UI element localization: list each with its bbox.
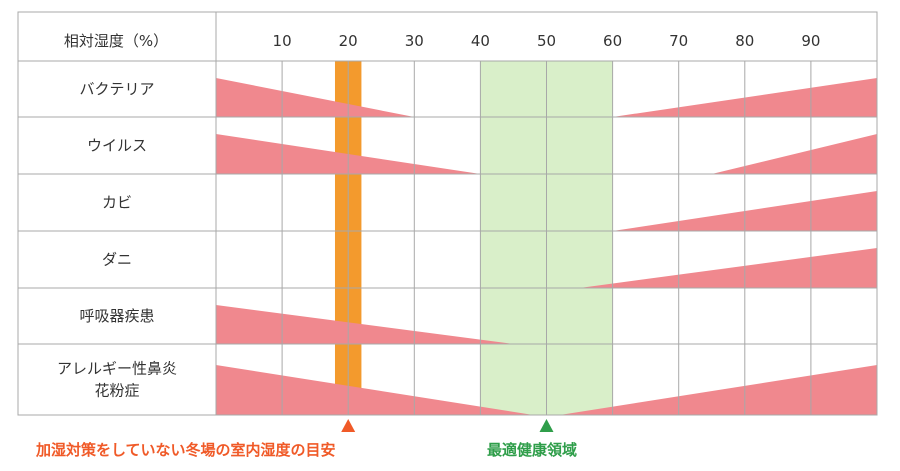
highlight-captions: 加湿対策をしていない冬場の室内湿度の目安 最適健康領域	[35, 441, 577, 459]
row-label: 呼吸器疾患	[79, 307, 154, 325]
x-tick-label: 80	[735, 32, 754, 50]
risk-wedge-row0-0	[216, 78, 415, 117]
row-label: ウイルス	[87, 137, 147, 155]
risk-wedge-row5-0	[216, 365, 534, 415]
highlight-caption: 最適健康領域	[487, 441, 577, 459]
row-label: バクテリア	[79, 80, 154, 98]
highlight-caption: 加湿対策をしていない冬場の室内湿度の目安	[35, 441, 336, 459]
header-label: 相対湿度（%）	[64, 32, 168, 50]
x-tick-label: 50	[537, 32, 556, 50]
x-tick-label: 70	[669, 32, 688, 50]
x-axis-ticks: 10 20 30 40 50 60 70 80 90	[273, 32, 821, 50]
row-label: カビ	[102, 194, 132, 212]
row-label: 花粉症	[94, 382, 139, 400]
risk-wedge-row3-0	[579, 248, 877, 288]
risk-wedge-row4-0	[216, 305, 514, 344]
x-tick-label: 10	[273, 32, 292, 50]
row-label: ダニ	[102, 251, 132, 269]
x-tick-label: 90	[801, 32, 820, 50]
x-tick-label: 40	[471, 32, 490, 50]
risk-wedge-row1-1	[711, 134, 877, 174]
highlight-markers	[341, 419, 554, 432]
grid-frame	[17, 11, 878, 416]
row-label: アレルギー性鼻炎	[57, 360, 177, 378]
x-tick-label: 30	[405, 32, 424, 50]
table-grid	[17, 11, 878, 416]
highlight-marker-0	[341, 419, 356, 432]
risk-wedge-row5-1	[559, 365, 877, 415]
x-tick-label: 20	[339, 32, 358, 50]
x-tick-label: 60	[603, 32, 622, 50]
highlight-marker-1	[539, 419, 554, 432]
